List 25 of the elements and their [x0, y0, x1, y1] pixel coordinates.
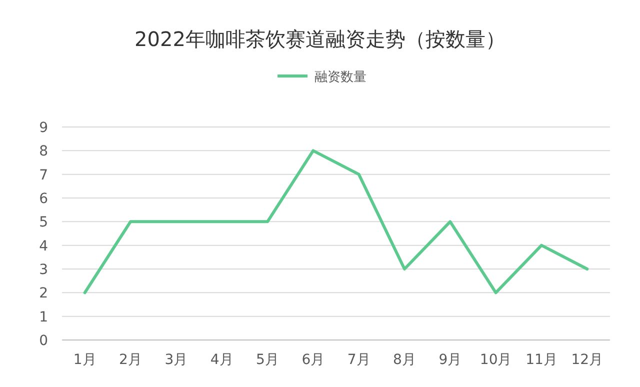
y-tick-label: 0 — [39, 333, 48, 349]
line-series — [83, 149, 589, 294]
y-tick-label: 2 — [39, 286, 48, 302]
legend-label: 融资数量 — [314, 70, 366, 85]
x-tick-label: 2月 — [119, 352, 142, 368]
y-tick-label: 6 — [39, 191, 48, 207]
y-tick-label: 1 — [39, 309, 48, 326]
x-tick-label: 8月 — [393, 352, 416, 368]
y-tick-label: 7 — [39, 167, 48, 184]
x-tick-label: 7月 — [347, 352, 370, 368]
x-tick-label: 9月 — [438, 352, 462, 368]
x-tick-label: 11月 — [526, 352, 558, 368]
x-tick-label: 1月 — [73, 352, 96, 368]
x-tick-label: 6月 — [302, 352, 325, 368]
x-tick-label: 4月 — [210, 352, 234, 368]
y-tick-label: 8 — [39, 144, 48, 160]
x-tick-label: 12月 — [571, 352, 604, 368]
x-tick-label: 3月 — [164, 352, 188, 368]
y-tick-label: 9 — [39, 120, 48, 136]
chart-title: 2022年咖啡茶饮赛道融资走势（按数量） — [134, 27, 506, 51]
y-tick-label: 4 — [39, 238, 48, 254]
x-tick-label: 5月 — [256, 352, 279, 368]
x-tick-label: 10月 — [480, 352, 512, 368]
y-tick-label: 3 — [39, 262, 48, 278]
y-tick-label: 5 — [39, 214, 48, 231]
